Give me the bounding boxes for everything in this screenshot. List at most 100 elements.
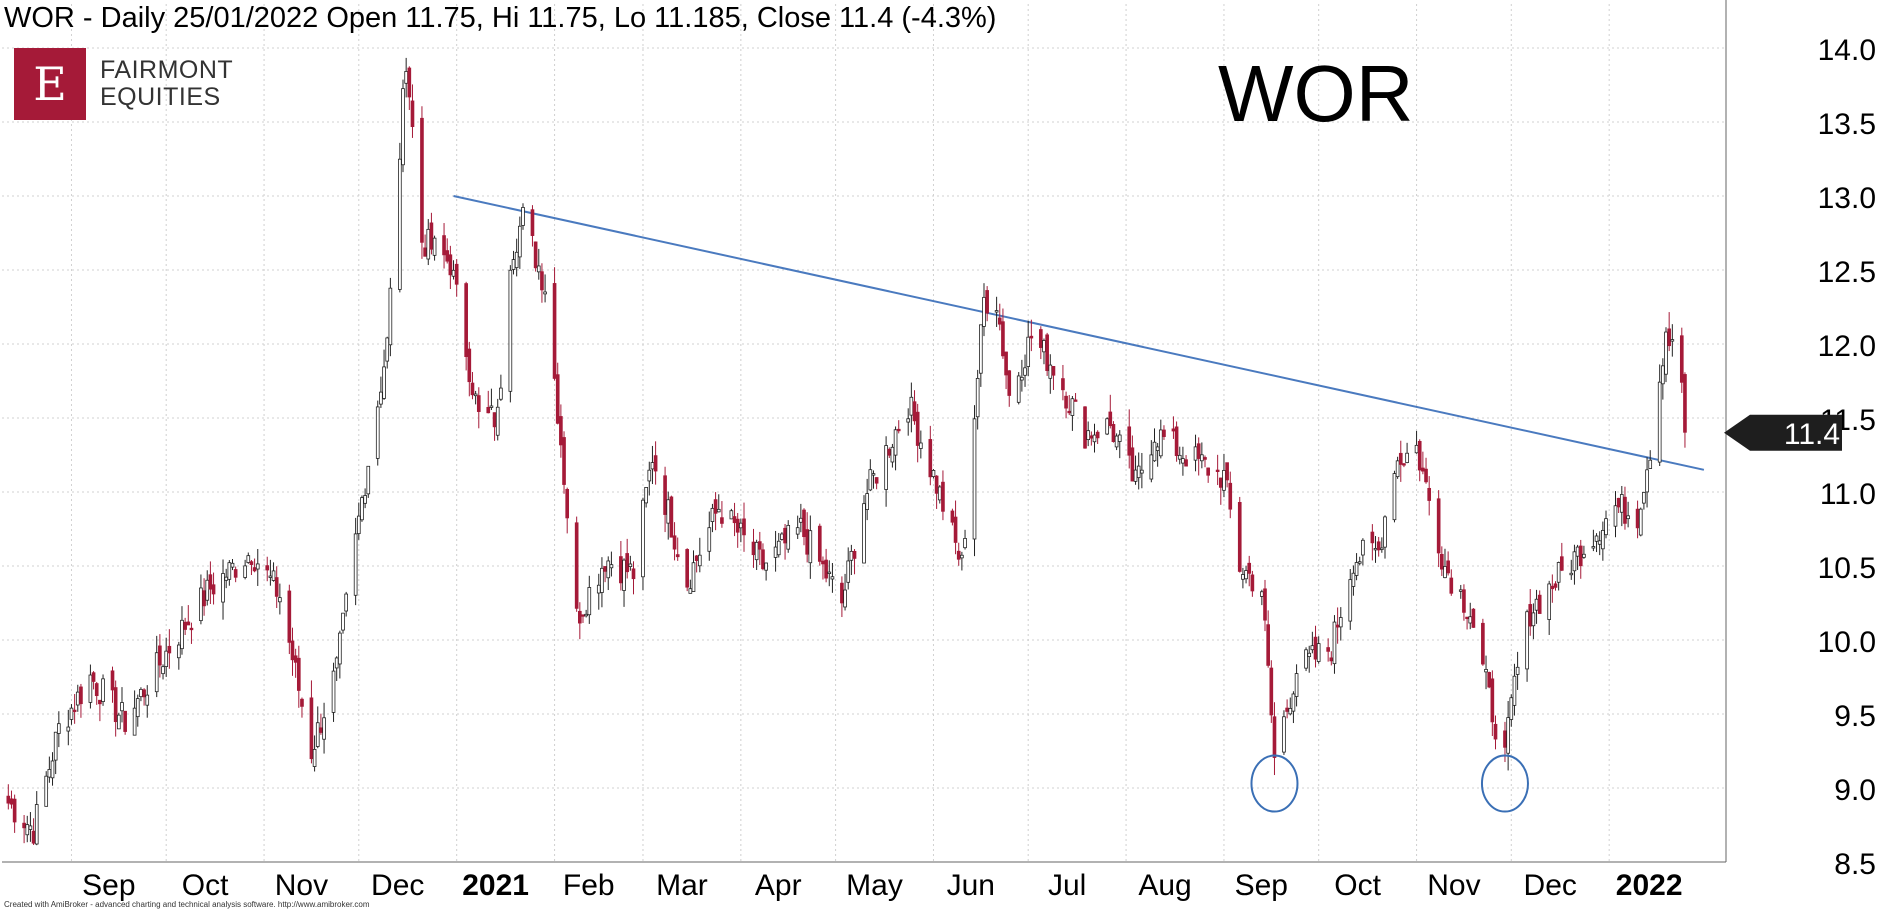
candle-body bbox=[189, 627, 194, 631]
candle-body bbox=[574, 522, 579, 609]
candle-body bbox=[862, 503, 866, 564]
candle-body bbox=[1487, 672, 1492, 688]
candle-body bbox=[1683, 374, 1687, 433]
candle-body bbox=[473, 393, 478, 397]
candle-body bbox=[697, 554, 702, 567]
candle-body bbox=[243, 565, 247, 578]
candle-body bbox=[650, 462, 655, 470]
candle-body bbox=[69, 707, 74, 720]
candle-body bbox=[265, 565, 270, 571]
candle-body bbox=[742, 518, 746, 536]
candle-body bbox=[25, 824, 30, 836]
trendline-layer bbox=[453, 195, 1705, 471]
candle-body bbox=[1348, 579, 1353, 622]
candle-body bbox=[1307, 652, 1312, 658]
candle-body bbox=[552, 283, 557, 379]
price-badge-label: 11.4 bbox=[1784, 418, 1840, 451]
candle-body bbox=[1174, 426, 1179, 457]
candle-body bbox=[732, 516, 737, 524]
y-tick-label: 12.5 bbox=[1818, 256, 1876, 289]
candle-body bbox=[603, 566, 607, 572]
candle-body bbox=[1443, 566, 1447, 579]
candle-body bbox=[1373, 548, 1378, 551]
candle-body bbox=[79, 686, 83, 705]
x-tick-label: Nov bbox=[275, 869, 328, 902]
candle-body bbox=[953, 516, 958, 543]
candle-body bbox=[514, 251, 519, 269]
candle-body bbox=[167, 645, 172, 654]
candle-body bbox=[555, 374, 560, 424]
candle-body bbox=[1657, 381, 1662, 463]
candle-body bbox=[960, 554, 964, 559]
candle-body bbox=[985, 290, 989, 314]
candle-body bbox=[404, 71, 408, 84]
candle-body bbox=[1149, 454, 1154, 480]
candle-body bbox=[931, 470, 936, 477]
candle-body bbox=[230, 562, 235, 568]
circled-low bbox=[1480, 754, 1529, 813]
candle-body bbox=[511, 259, 516, 270]
candle-body bbox=[1244, 570, 1248, 580]
candle-body bbox=[694, 555, 699, 561]
candle-body bbox=[1421, 467, 1425, 472]
candle-body bbox=[1531, 612, 1536, 627]
candle-body bbox=[562, 437, 566, 485]
candle-body bbox=[454, 263, 459, 285]
candle-body bbox=[341, 612, 345, 631]
candle-body bbox=[1260, 591, 1264, 597]
candle-body bbox=[356, 515, 361, 535]
candle-body bbox=[1200, 454, 1204, 462]
candle-body bbox=[666, 499, 671, 524]
candle-body bbox=[75, 691, 80, 706]
candle-body bbox=[1601, 529, 1605, 550]
candle-body bbox=[1310, 645, 1315, 651]
candle-body bbox=[353, 533, 358, 596]
candle-body bbox=[884, 445, 888, 490]
x-tick-label: Feb bbox=[563, 869, 615, 902]
candle-body bbox=[1016, 375, 1021, 403]
candle-body bbox=[1203, 457, 1207, 460]
candle-body bbox=[309, 697, 314, 760]
candle-body bbox=[1626, 515, 1630, 520]
candle-body bbox=[268, 575, 273, 578]
candle-body bbox=[1550, 585, 1555, 590]
x-tick-label: Dec bbox=[1524, 869, 1577, 902]
logo-mark: E bbox=[14, 48, 86, 120]
candle-body bbox=[909, 396, 914, 416]
candle-body bbox=[565, 489, 570, 519]
candle-body bbox=[707, 527, 712, 552]
candle-body bbox=[1133, 469, 1138, 482]
y-tick-label: 9.5 bbox=[1834, 700, 1876, 733]
candle-body bbox=[1329, 657, 1334, 662]
candle-body bbox=[34, 804, 39, 845]
candle-body bbox=[713, 499, 718, 514]
candle-body bbox=[536, 265, 541, 273]
candle-body bbox=[410, 100, 415, 128]
candle-body bbox=[1140, 469, 1144, 474]
x-tick-label: Sep bbox=[1235, 869, 1288, 902]
y-tick-label: 13.5 bbox=[1818, 108, 1876, 141]
candle-body bbox=[628, 563, 633, 568]
candle-body bbox=[1152, 441, 1157, 462]
y-tick-label: 12.0 bbox=[1818, 330, 1876, 363]
candle-body bbox=[1215, 469, 1220, 472]
candle-body bbox=[1395, 460, 1400, 478]
candle-body bbox=[1509, 697, 1514, 720]
candle-body bbox=[287, 590, 292, 643]
candle-body bbox=[972, 418, 977, 540]
candle-body bbox=[795, 527, 800, 535]
candle-body bbox=[296, 657, 301, 691]
candle-body bbox=[1086, 430, 1091, 441]
candle-body bbox=[366, 465, 371, 495]
candle-body bbox=[290, 640, 295, 661]
candle-body bbox=[1023, 367, 1027, 376]
candle-body bbox=[518, 225, 522, 258]
candle-body bbox=[1635, 508, 1640, 529]
candle-body bbox=[1316, 643, 1321, 662]
candle-body bbox=[322, 717, 326, 740]
candle-body bbox=[1026, 336, 1031, 367]
candles-layer bbox=[6, 57, 1687, 846]
candle-body bbox=[975, 378, 980, 418]
